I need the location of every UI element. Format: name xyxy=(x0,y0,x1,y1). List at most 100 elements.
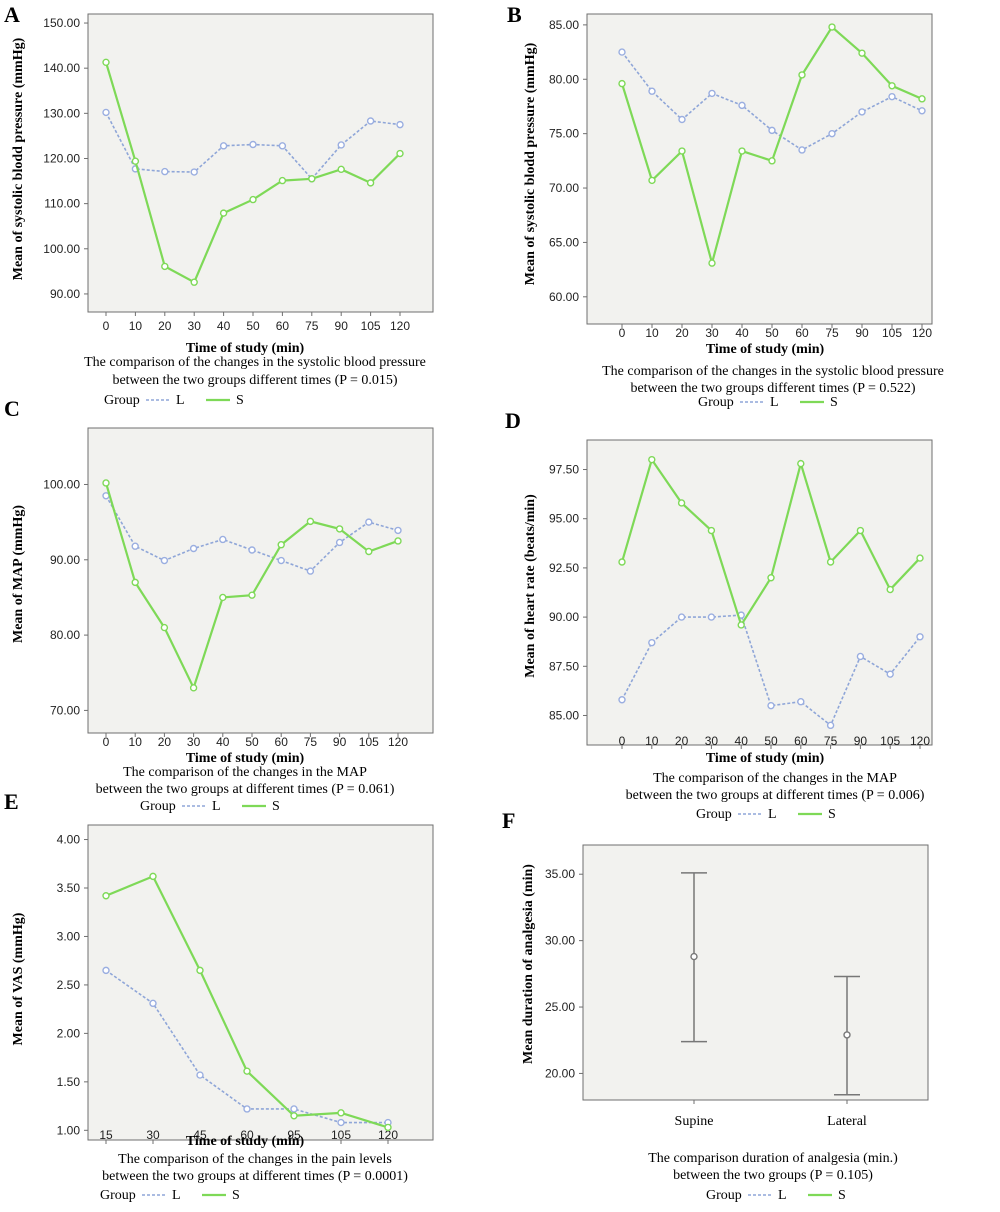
y-tick-label: 35.00 xyxy=(545,867,575,881)
legend-label-s: S xyxy=(232,1188,240,1203)
x-tick-label: 90 xyxy=(854,734,868,748)
y-tick-label: 97.50 xyxy=(549,463,579,477)
panel-letter: E xyxy=(4,789,19,814)
data-point-s xyxy=(337,1109,345,1117)
data-point-l xyxy=(618,696,626,704)
x-tick-label: 15 xyxy=(99,1128,113,1142)
data-point-l xyxy=(161,167,169,176)
y-tick-label: 4.00 xyxy=(57,833,81,847)
data-point-s xyxy=(337,165,345,174)
y-tick-label: 20.00 xyxy=(545,1066,575,1080)
data-point-s xyxy=(249,195,257,204)
data-point-l xyxy=(828,129,836,138)
mean-point xyxy=(843,1031,851,1039)
x-axis-title: Time of study (min) xyxy=(186,1134,305,1149)
data-point-s xyxy=(102,479,110,487)
plot-area xyxy=(87,13,434,313)
legend: Group L S xyxy=(698,395,838,410)
x-tick-label: 75 xyxy=(825,326,839,340)
data-point-s xyxy=(828,23,836,31)
figure-caption: between the two groups different times (… xyxy=(112,373,397,388)
data-point-s xyxy=(131,578,139,587)
figure-caption: The comparison of the changes in the MAP xyxy=(123,765,367,780)
data-point-l xyxy=(219,142,228,150)
data-point-l xyxy=(102,966,110,975)
data-point-s xyxy=(888,82,896,90)
x-tick-label: 10 xyxy=(645,734,659,748)
data-point-s xyxy=(826,558,835,566)
data-point-s xyxy=(243,1067,251,1075)
x-axis-title: Time of study (min) xyxy=(186,751,305,766)
x-tick-label: 90 xyxy=(335,319,349,333)
x-tick-label: 10 xyxy=(129,735,143,749)
data-point-l xyxy=(707,613,716,621)
x-tick-label: 10 xyxy=(129,319,143,333)
data-point-l xyxy=(160,556,169,565)
data-point-l xyxy=(290,1105,298,1113)
x-tick-label: 120 xyxy=(388,735,408,749)
y-tick-label: 100.00 xyxy=(43,242,80,256)
panel-letter: B xyxy=(507,2,522,27)
legend: Group L S xyxy=(140,799,280,814)
data-point-s xyxy=(161,262,169,271)
x-tick-label: 40 xyxy=(216,735,230,749)
y-axis-title: Mean of MAP (mmHg) xyxy=(11,505,26,643)
legend: Group L S xyxy=(100,1188,240,1203)
figure-caption: between the two groups different times (… xyxy=(630,381,915,396)
data-point-l xyxy=(337,1118,345,1127)
data-point-l xyxy=(858,108,866,116)
legend-label-l: L xyxy=(212,799,221,814)
legend-label-s: S xyxy=(272,799,280,814)
legend-label-s: S xyxy=(838,1188,846,1203)
legend-title: Group xyxy=(696,807,732,822)
y-axis-title: Mean of heart rate (beats/min) xyxy=(523,494,538,678)
data-point-s xyxy=(149,872,157,881)
y-tick-label: 90.00 xyxy=(549,610,579,624)
data-point-l xyxy=(396,120,404,129)
data-point-s xyxy=(798,71,806,79)
panel-c: C 70.00 80.00 90.00 100.00 0 10 20 30 40 50 60 75 90 1… xyxy=(4,396,434,814)
figure-caption: The comparison of the changes in the pai… xyxy=(118,1152,392,1167)
data-point-l xyxy=(365,518,373,526)
panel-letter: F xyxy=(502,808,515,833)
x-tick-label: 10 xyxy=(645,326,659,340)
x-tick-label: 0 xyxy=(103,735,110,749)
y-tick-label: 60.00 xyxy=(549,290,579,304)
x-tick-label: 40 xyxy=(735,734,749,748)
data-point-s xyxy=(290,1112,298,1120)
data-point-l xyxy=(189,544,198,553)
x-tick-label: 0 xyxy=(619,734,626,748)
data-point-s xyxy=(648,455,656,464)
y-tick-label: 1.00 xyxy=(57,1123,81,1137)
y-axis-title: Mean of systolic blodd pressure (mmHg) xyxy=(11,37,26,280)
data-point-l xyxy=(648,638,656,647)
plot-area xyxy=(586,439,933,746)
data-point-l xyxy=(248,546,256,554)
x-tick-label: 105 xyxy=(882,326,902,340)
x-tick-label: 75 xyxy=(824,734,838,748)
y-tick-label: 90.00 xyxy=(50,553,80,567)
y-tick-label: 30.00 xyxy=(545,934,575,948)
figure-caption: between the two groups at different time… xyxy=(626,788,925,803)
y-tick-label: 120.00 xyxy=(43,151,80,165)
y-tick-label: 70.00 xyxy=(50,703,80,717)
data-point-l xyxy=(826,721,835,730)
figure-caption: between the two groups at different time… xyxy=(96,782,395,797)
data-point-s xyxy=(396,149,404,158)
data-point-s xyxy=(160,623,169,632)
x-tick-label: 60 xyxy=(240,1128,254,1142)
data-point-l xyxy=(102,108,110,117)
data-point-l xyxy=(394,526,402,535)
y-axis-title: Mean of systolic blodd pressure (mmHg) xyxy=(523,42,538,285)
data-point-l xyxy=(277,556,285,565)
data-point-s xyxy=(308,175,316,183)
x-tick-label: 105 xyxy=(880,734,900,748)
legend: Group L S xyxy=(696,807,836,822)
data-point-l xyxy=(366,117,375,125)
data-point-l xyxy=(131,542,139,550)
x-tick-label: 90 xyxy=(333,735,347,749)
y-tick-label: 85.00 xyxy=(549,18,579,32)
data-point-l xyxy=(708,89,716,98)
legend: Group L S xyxy=(104,393,244,408)
y-tick-label: 87.50 xyxy=(549,659,579,673)
